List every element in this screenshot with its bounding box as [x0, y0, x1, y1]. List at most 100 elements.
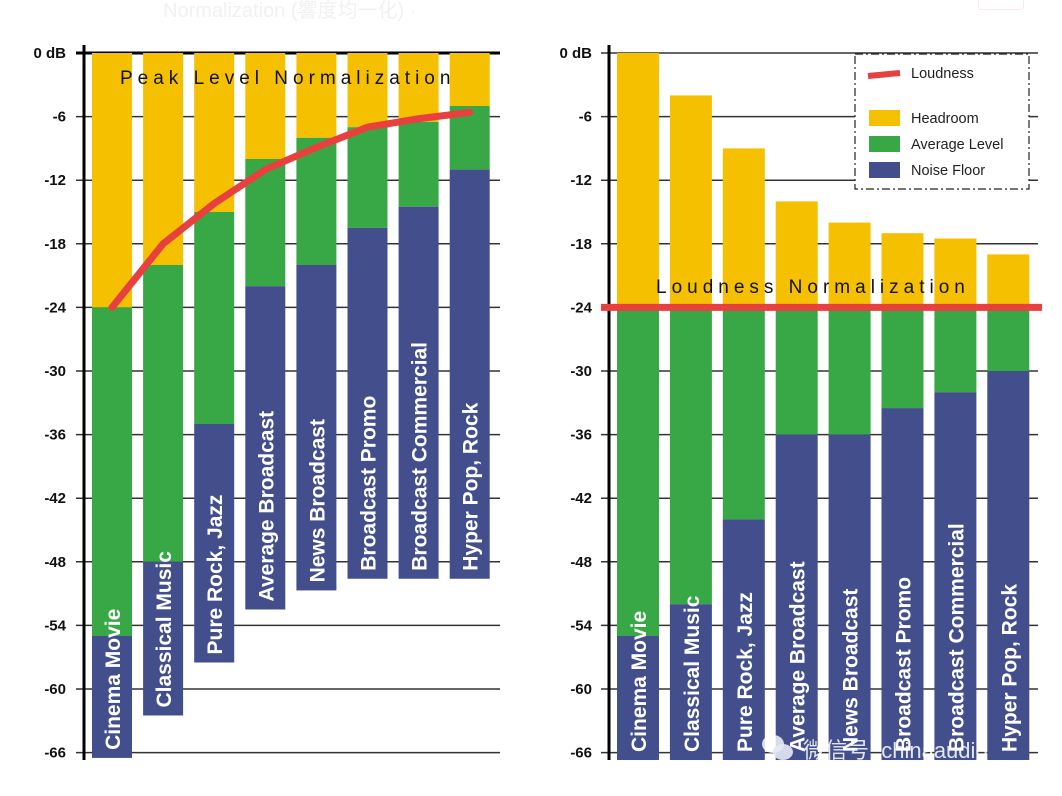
headroom-bar [828, 222, 871, 308]
category-label: Average Broadcast [255, 411, 278, 602]
legend-label: Average Level [911, 137, 1003, 153]
y-tick-label: -60 [44, 681, 66, 698]
average-level-bar [617, 307, 659, 636]
chart-title: Loudness Normalization [656, 277, 970, 298]
category-label: Hyper Pop, Rock [460, 402, 483, 570]
average-level-bar [143, 265, 184, 562]
y-tick-label: -54 [570, 617, 592, 634]
bar-group: Broadcast Promo [347, 53, 388, 579]
headroom-bar [987, 254, 1030, 308]
y-tick-label: -48 [44, 554, 66, 571]
category-label: Classical Music [153, 551, 176, 708]
category-label: Broadcast Commercial [945, 523, 968, 752]
noise-floor-bar [143, 561, 184, 716]
watermark-text: 微信号: chinaaudio [803, 738, 988, 763]
headroom-bar [722, 148, 765, 308]
y-tick-label: -42 [44, 490, 66, 507]
y-tick-label: -54 [44, 617, 66, 634]
noise-floor-bar [347, 227, 388, 579]
average-level-bar [669, 307, 712, 605]
noise-floor-bar [296, 265, 337, 591]
bar-group: Hyper Pop, Rock [987, 254, 1030, 761]
noise-floor-bar [92, 636, 132, 758]
average-level-bar [775, 307, 818, 435]
headroom-bar [245, 53, 286, 159]
legend-swatch [869, 162, 900, 178]
category-label: Broadcast Promo [893, 577, 916, 752]
headroom-bar [881, 233, 924, 308]
average-level-bar [987, 307, 1030, 371]
noise-floor-bar [881, 408, 924, 761]
headroom-bar [617, 53, 659, 308]
category-label: Hyper Pop, Rock [998, 584, 1021, 752]
category-label: Broadcast Promo [358, 396, 381, 571]
category-label: News Broadcast [840, 589, 863, 752]
chart-title: Peak Level Normalization [120, 68, 455, 89]
y-tick-label: -24 [570, 299, 592, 316]
headroom-bar [92, 53, 132, 308]
legend-swatch [869, 110, 900, 126]
peak-normalization-chart: 0 dB -6 -12 -18 -24 -30 -36 -42 -48 -54 -60 -66 Cine… [33, 45, 500, 762]
watermark: 微信号: chinaaudio [762, 735, 988, 763]
bar-group: Average Broadcast [775, 201, 818, 761]
noise-floor-bar [987, 371, 1030, 761]
bar-group: Cinema Movie [92, 53, 132, 758]
legend-label: Headroom [911, 111, 979, 127]
average-level-bar [296, 137, 337, 265]
y-tick-label: -12 [44, 172, 66, 189]
headroom-bar [449, 53, 490, 106]
y-tick-label: -6 [53, 109, 66, 126]
headroom-bar [296, 53, 337, 138]
y-tick-label: -30 [44, 363, 66, 380]
category-label: Pure Rock, Jazz [204, 495, 227, 655]
legend-label: Loudness [911, 66, 974, 82]
category-label: Broadcast Commercial [409, 342, 432, 571]
faint-button[interactable] [978, 0, 1024, 10]
average-level-bar [347, 127, 388, 228]
bar-group: Average Broadcast [245, 53, 286, 610]
noise-floor-bar [194, 424, 235, 663]
category-label: News Broadcast [306, 419, 329, 582]
y-tick-label: -12 [570, 172, 592, 189]
y-tick-label: -48 [570, 554, 592, 571]
headroom-bar [398, 53, 439, 122]
category-label: Cinema Movie [628, 611, 651, 752]
average-level-bar [828, 307, 871, 435]
average-level-bar [92, 307, 132, 636]
y-tick-label: -6 [579, 109, 592, 126]
legend-swatch-loudness [867, 70, 901, 79]
noise-floor-bar [449, 169, 490, 579]
noise-floor-bar [245, 286, 286, 610]
bar-group: Classical Music [143, 53, 184, 716]
y-tick-label: -18 [44, 236, 66, 253]
category-label: Pure Rock, Jazz [734, 592, 757, 752]
wechat-icon-bubble [773, 744, 793, 760]
noise-floor-bar [669, 604, 712, 761]
category-label: Classical Music [681, 595, 704, 752]
average-level-bar [722, 307, 765, 520]
noise-floor-bar [722, 519, 765, 761]
bar-group: Pure Rock, Jazz [722, 148, 765, 761]
category-label: Cinema Movie [102, 609, 125, 750]
legend: Loudness Headroom Average Level Noise Floor [854, 53, 1030, 190]
headroom-bar [934, 238, 977, 308]
bar-group: Broadcast Promo [881, 233, 924, 761]
legend-label: Noise Floor [911, 163, 985, 179]
category-label: Average Broadcast [787, 561, 810, 752]
y-tick-label: -66 [44, 745, 66, 762]
y-tick-label: -18 [570, 236, 592, 253]
bar-group: Broadcast Commercial [398, 53, 439, 579]
noise-floor-bar [398, 206, 439, 579]
y-tick-label: 0 dB [559, 45, 592, 62]
y-tick-label: -60 [570, 681, 592, 698]
headroom-bar [347, 53, 388, 128]
noise-floor-bar [828, 434, 871, 761]
noise-floor-bar [617, 636, 659, 761]
average-level-bar [398, 121, 439, 207]
y-tick-label: -66 [570, 745, 592, 762]
noise-floor-bar [775, 434, 818, 761]
y-tick-label: -30 [570, 363, 592, 380]
y-tick-label: 0 dB [33, 45, 66, 62]
y-tick-label: -42 [570, 490, 592, 507]
